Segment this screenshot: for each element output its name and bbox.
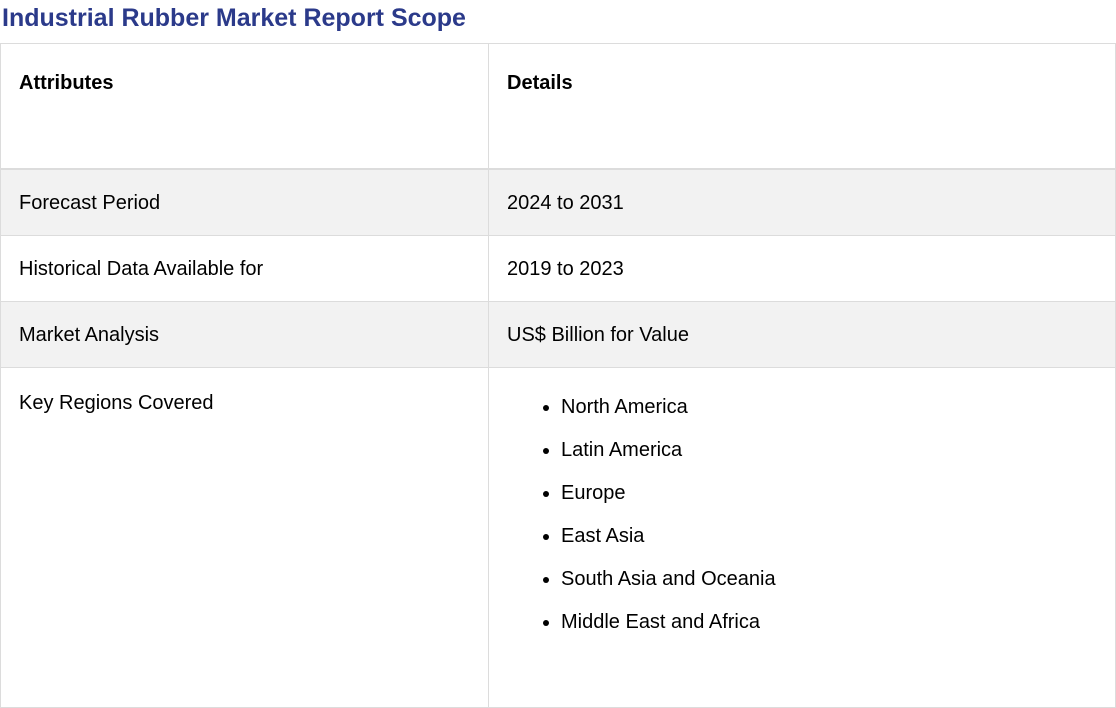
table-row-key-regions: Key Regions Covered North America Latin …	[0, 367, 1116, 708]
table-header-row: Attributes Details	[0, 43, 1116, 170]
attribute-cell-forecast-period: Forecast Period	[0, 168, 489, 236]
region-list-item: East Asia	[561, 523, 1097, 549]
page-title: Industrial Rubber Market Report Scope	[2, 4, 466, 32]
region-list-item: South Asia and Oceania	[561, 566, 1097, 592]
detail-cell-historical-data: 2019 to 2023	[488, 235, 1116, 302]
region-list-item: Latin America	[561, 437, 1097, 463]
attribute-cell-market-analysis: Market Analysis	[0, 301, 489, 368]
detail-cell-key-regions: North America Latin America Europe East …	[488, 367, 1116, 708]
attribute-cell-key-regions: Key Regions Covered	[0, 367, 489, 708]
detail-cell-market-analysis: US$ Billion for Value	[488, 301, 1116, 368]
region-list-item: Middle East and Africa	[561, 609, 1097, 635]
region-list-item: North America	[561, 394, 1097, 420]
header-attributes: Attributes	[0, 43, 489, 170]
attribute-cell-historical-data: Historical Data Available for	[0, 235, 489, 302]
header-details: Details	[488, 43, 1116, 170]
report-scope-table: Attributes Details Forecast Period 2024 …	[0, 43, 1116, 708]
detail-cell-forecast-period: 2024 to 2031	[488, 168, 1116, 236]
table-row: Market Analysis US$ Billion for Value	[0, 301, 1116, 368]
region-list-item: Europe	[561, 480, 1097, 506]
table-row: Forecast Period 2024 to 2031	[0, 168, 1116, 236]
region-list: North America Latin America Europe East …	[507, 394, 1097, 635]
table-row: Historical Data Available for 2019 to 20…	[0, 235, 1116, 302]
